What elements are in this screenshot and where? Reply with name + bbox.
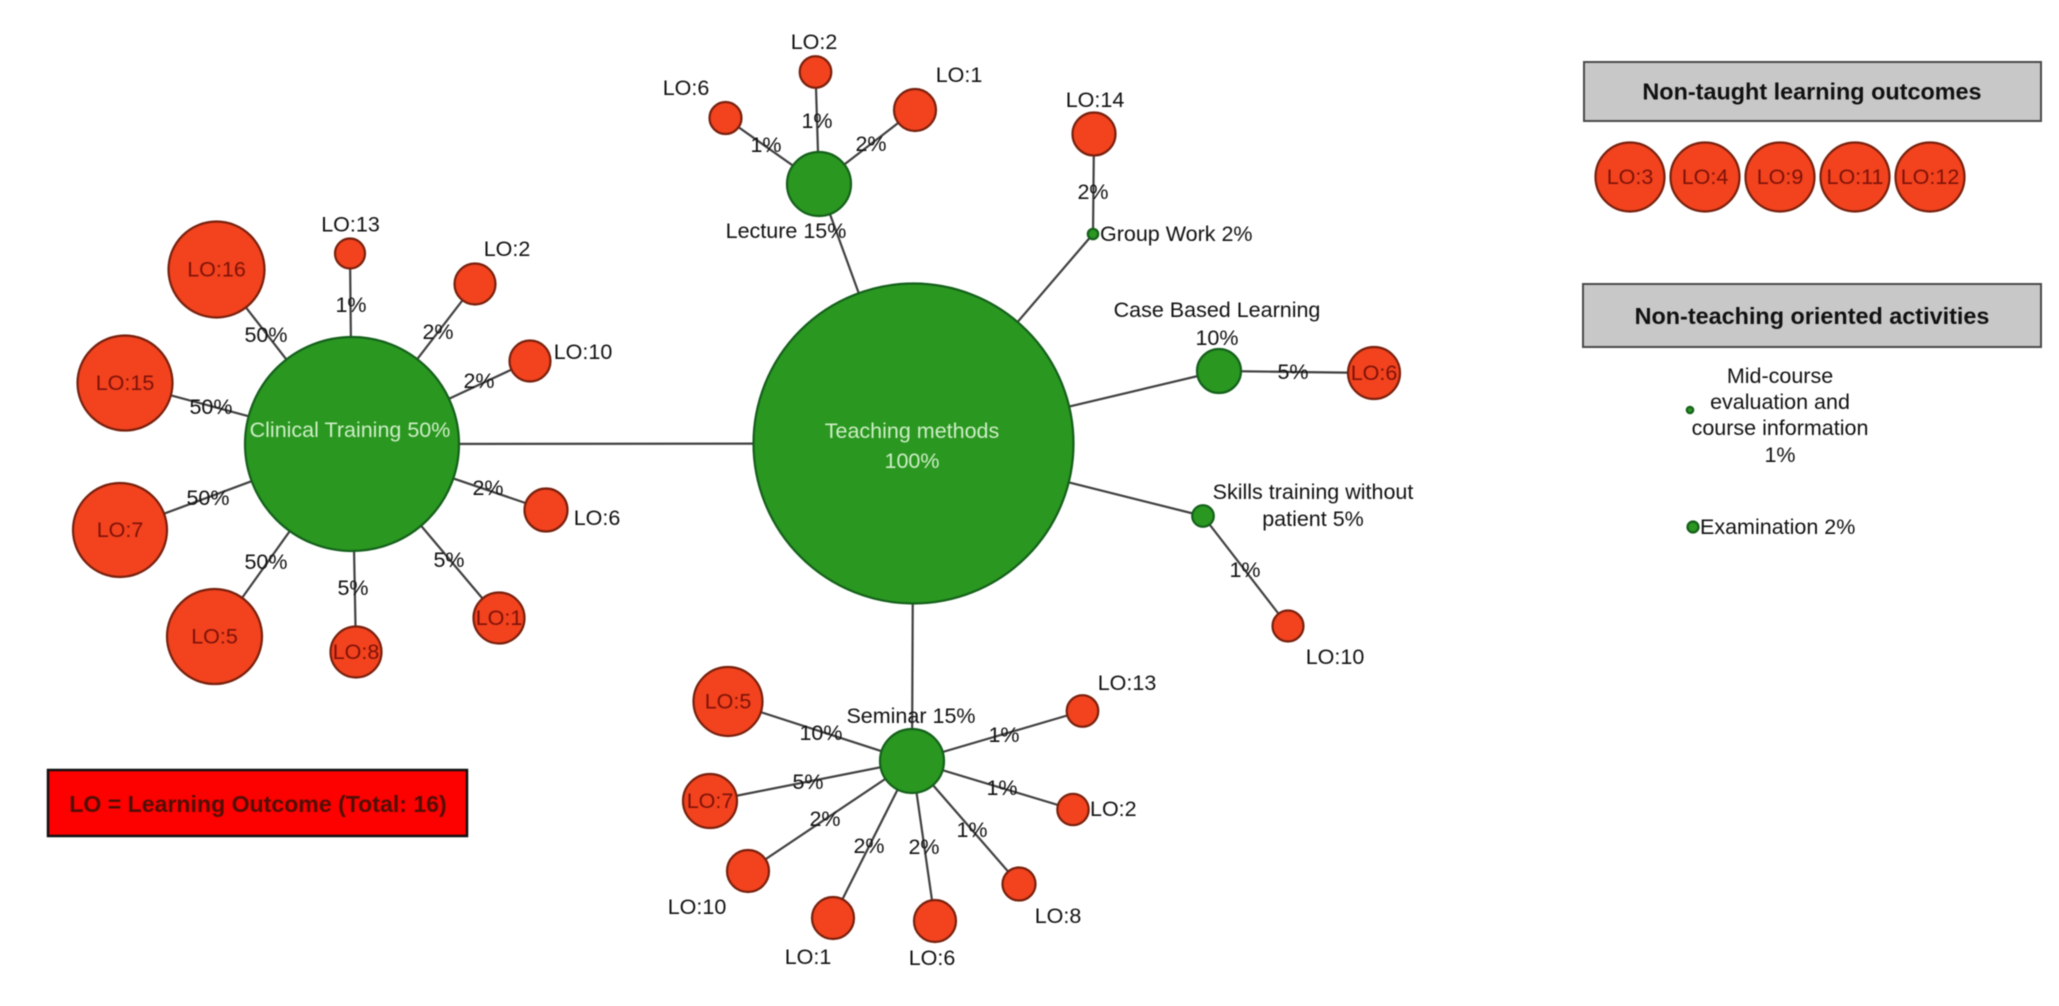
svg-text:LO:6: LO:6 (663, 76, 710, 100)
svg-text:5%: 5% (433, 548, 464, 572)
svg-text:LO:6: LO:6 (1351, 361, 1398, 385)
svg-text:50%: 50% (186, 486, 229, 510)
svg-text:Skills training without: Skills training without (1213, 480, 1414, 504)
svg-text:2%: 2% (463, 369, 494, 393)
svg-text:LO = Learning Outcome (Total:: LO = Learning Outcome (Total: 16) (69, 791, 446, 817)
svg-text:LO:1: LO:1 (476, 606, 523, 630)
svg-text:LO:7: LO:7 (97, 518, 144, 542)
svg-text:LO:3: LO:3 (1607, 165, 1654, 189)
svg-text:Clinical Training 50%: Clinical Training 50% (250, 418, 451, 442)
svg-text:2%: 2% (422, 320, 453, 344)
svg-text:LO:16: LO:16 (187, 258, 246, 282)
svg-text:LO:4: LO:4 (1682, 165, 1729, 189)
svg-text:LO:8: LO:8 (1035, 904, 1082, 928)
svg-text:2%: 2% (855, 132, 886, 156)
svg-text:LO:7: LO:7 (687, 789, 734, 813)
svg-text:LO:13: LO:13 (1098, 671, 1157, 695)
svg-text:5%: 5% (337, 576, 368, 600)
svg-text:LO:2: LO:2 (484, 237, 531, 261)
svg-text:1%: 1% (1229, 558, 1260, 582)
svg-text:LO:5: LO:5 (705, 690, 752, 714)
svg-text:Mid-course: Mid-course (1727, 364, 1833, 388)
svg-text:1%: 1% (988, 723, 1019, 747)
svg-text:LO:11: LO:11 (1827, 165, 1884, 189)
svg-text:100%: 100% (885, 449, 940, 473)
svg-text:1%: 1% (1764, 443, 1795, 467)
svg-text:10%: 10% (799, 721, 842, 745)
svg-text:Group Work 2%: Group Work 2% (1100, 222, 1253, 246)
svg-text:LO:8: LO:8 (333, 640, 380, 664)
svg-text:5%: 5% (792, 770, 823, 794)
svg-text:1%: 1% (335, 293, 366, 317)
svg-text:LO:12: LO:12 (1901, 165, 1960, 189)
svg-text:LO:6: LO:6 (574, 506, 621, 530)
svg-text:evaluation and: evaluation and (1710, 390, 1850, 414)
svg-text:1%: 1% (750, 133, 781, 157)
svg-text:10%: 10% (1195, 326, 1238, 350)
svg-text:Teaching methods: Teaching methods (825, 419, 1000, 443)
svg-text:LO:10: LO:10 (554, 340, 613, 364)
svg-text:1%: 1% (986, 776, 1017, 800)
svg-text:LO:5: LO:5 (191, 625, 238, 649)
svg-text:patient 5%: patient 5% (1262, 507, 1364, 531)
svg-text:1%: 1% (956, 818, 987, 842)
svg-text:LO:13: LO:13 (321, 213, 380, 237)
svg-text:LO:15: LO:15 (96, 371, 155, 395)
svg-text:2%: 2% (1077, 180, 1108, 204)
svg-text:LO:14: LO:14 (1066, 88, 1125, 112)
svg-text:Case Based Learning: Case Based Learning (1114, 298, 1321, 322)
svg-text:2%: 2% (908, 835, 939, 859)
svg-text:LO:1: LO:1 (936, 63, 983, 87)
svg-text:2%: 2% (472, 476, 503, 500)
svg-text:Seminar 15%: Seminar 15% (846, 704, 975, 728)
svg-text:Examination 2%: Examination 2% (1700, 515, 1855, 539)
svg-text:course information: course information (1692, 416, 1869, 440)
svg-text:1%: 1% (801, 109, 832, 133)
svg-text:LO:2: LO:2 (791, 30, 838, 54)
svg-text:LO:2: LO:2 (1090, 797, 1137, 821)
svg-text:5%: 5% (1277, 360, 1308, 384)
svg-text:LO:10: LO:10 (1306, 645, 1365, 669)
svg-text:50%: 50% (189, 395, 232, 419)
svg-text:LO:9: LO:9 (1757, 165, 1804, 189)
svg-text:Non-taught learning outcomes: Non-taught learning outcomes (1642, 79, 1981, 105)
svg-text:Non-teaching oriented activiti: Non-teaching oriented activities (1635, 303, 1990, 329)
svg-text:2%: 2% (809, 807, 840, 831)
svg-text:50%: 50% (244, 550, 287, 574)
svg-text:LO:1: LO:1 (785, 945, 832, 969)
svg-text:50%: 50% (244, 323, 287, 347)
svg-text:2%: 2% (853, 834, 884, 858)
svg-text:LO:10: LO:10 (668, 895, 727, 919)
svg-text:LO:6: LO:6 (909, 946, 956, 970)
svg-text:Lecture 15%: Lecture 15% (726, 219, 847, 243)
